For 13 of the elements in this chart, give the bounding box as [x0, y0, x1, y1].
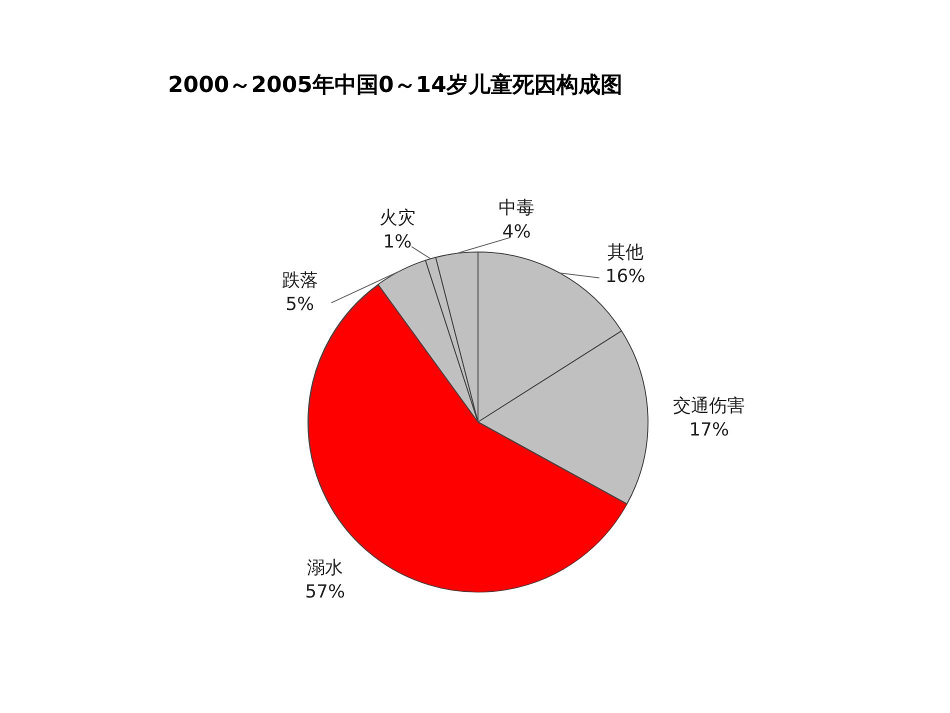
chart-title: 2000～2005年中国0～14岁儿童死因构成图	[168, 72, 622, 98]
data-label: 57%	[305, 582, 346, 603]
slice-label: 交通伤害	[673, 395, 746, 416]
slice-label: 跌落	[282, 270, 318, 291]
data-label: 5%	[286, 294, 314, 315]
data-label: 16%	[605, 266, 646, 288]
slice-label: 其他	[607, 242, 644, 264]
data-label: 17%	[689, 419, 730, 440]
data-label: 1%	[383, 232, 412, 253]
slice-label: 火灾	[379, 208, 416, 229]
data-label: 4%	[502, 222, 531, 243]
slice-label: 中毒	[498, 198, 535, 219]
slice-label: 溺水	[307, 558, 344, 579]
